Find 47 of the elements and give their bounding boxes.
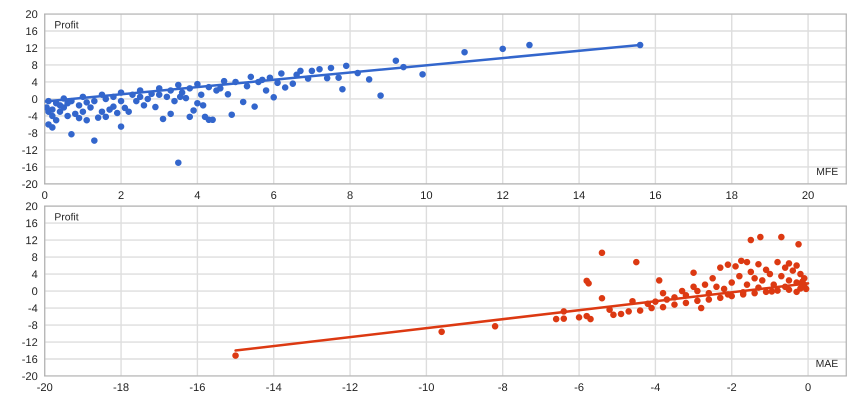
y-tick-label: 8 (32, 61, 38, 70)
y-tick-label: 16 (26, 219, 38, 228)
y-tick-label: -8 (28, 321, 38, 330)
y-tick-label: 8 (32, 253, 38, 262)
y-tick-label: 12 (26, 44, 38, 52)
y-tick-label: -4 (28, 112, 38, 120)
y-tick-label: -20 (22, 372, 38, 380)
y-axis-title: Profit (55, 212, 79, 220)
x-tick-label: -12 (342, 383, 358, 391)
x-tick-label: 6 (271, 191, 276, 200)
x-tick-label: 0 (42, 191, 48, 200)
x-tick-label: -2 (727, 383, 736, 391)
y-tick-label: 20 (26, 10, 38, 18)
y-tick-label: 4 (32, 270, 38, 278)
x-tick-label: -8 (498, 383, 508, 392)
x-tick-label: -4 (650, 383, 660, 391)
x-tick-label: 18 (726, 191, 738, 200)
y-tick-label: -12 (22, 338, 38, 346)
y-tick-label: -12 (22, 146, 38, 154)
y-tick-label: -16 (22, 355, 38, 364)
x-tick-label: -10 (418, 383, 434, 392)
x-tick-label: 12 (497, 191, 508, 199)
x-tick-label: -16 (190, 383, 205, 392)
x-tick-label: 10 (421, 191, 432, 200)
y-axis-title: Profit (55, 20, 79, 28)
y-tick-label: 12 (26, 236, 38, 244)
y-tick-label: 0 (32, 95, 38, 104)
y-tick-label: 16 (26, 27, 38, 36)
x-tick-label: 0 (805, 383, 811, 392)
y-tick-label: -16 (22, 163, 38, 172)
x-tick-label: 14 (574, 191, 585, 199)
y-tick-label: -8 (28, 129, 38, 138)
y-tick-label: 0 (32, 287, 38, 296)
x-tick-label: -18 (114, 383, 129, 392)
y-tick-label: -20 (22, 180, 38, 188)
x-axis-title: MAE (816, 360, 838, 368)
y-tick-label: 4 (32, 78, 38, 86)
x-tick-label: 4 (194, 191, 200, 199)
x-tick-label: 16 (650, 191, 662, 200)
y-tick-label: 20 (26, 202, 38, 210)
x-axis-title: MFE (817, 168, 838, 175)
x-tick-label: 20 (802, 191, 814, 200)
x-tick-label: -14 (266, 383, 282, 391)
x-tick-label: 8 (347, 191, 353, 200)
x-tick-label: -6 (574, 383, 584, 392)
x-tick-label: 2 (118, 191, 124, 199)
y-tick-label: -4 (28, 304, 38, 312)
